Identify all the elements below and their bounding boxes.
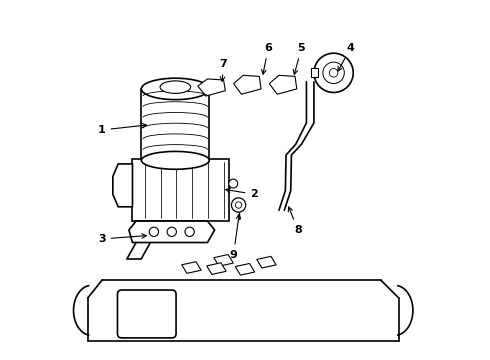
Text: 2: 2 [226, 188, 258, 199]
Bar [132, 158, 229, 221]
Circle shape [231, 198, 245, 212]
Text: 9: 9 [230, 214, 241, 260]
Circle shape [149, 227, 159, 237]
Circle shape [185, 227, 194, 237]
Circle shape [235, 202, 242, 208]
Text: 3: 3 [98, 234, 147, 244]
Bar [311, 68, 318, 77]
Circle shape [323, 62, 344, 84]
Polygon shape [198, 79, 225, 96]
Text: 5: 5 [294, 43, 305, 74]
Ellipse shape [160, 81, 191, 93]
Polygon shape [270, 75, 297, 94]
Polygon shape [182, 262, 201, 273]
Circle shape [329, 68, 338, 77]
Text: 1: 1 [98, 123, 147, 135]
Circle shape [167, 227, 176, 237]
Polygon shape [234, 75, 261, 94]
FancyBboxPatch shape [118, 290, 176, 338]
Text: 4: 4 [338, 43, 354, 71]
Circle shape [314, 53, 353, 93]
Text: 7: 7 [220, 59, 227, 81]
Text: 6: 6 [262, 43, 272, 74]
Polygon shape [113, 164, 132, 207]
Polygon shape [214, 255, 233, 266]
Ellipse shape [229, 179, 238, 188]
Ellipse shape [142, 78, 209, 100]
Ellipse shape [142, 152, 209, 169]
Polygon shape [257, 256, 276, 268]
Bar [142, 89, 209, 160]
Text: 8: 8 [288, 207, 302, 235]
Polygon shape [129, 221, 215, 243]
Polygon shape [235, 264, 255, 275]
Polygon shape [207, 263, 226, 274]
